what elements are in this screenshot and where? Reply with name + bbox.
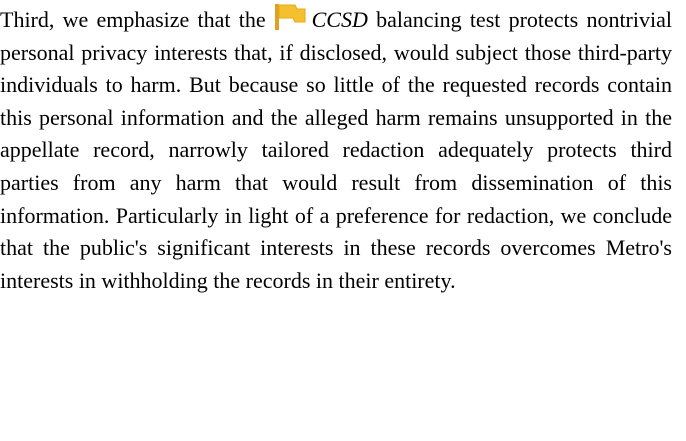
case-name: CCSD (311, 7, 368, 32)
lead-text: Third, we emphasize that the (0, 7, 266, 32)
body-text: balancing test protects nontrivial perso… (0, 7, 672, 293)
paragraph: Third, we emphasize that the CCSD balanci… (0, 4, 672, 293)
flag-icon (274, 4, 306, 30)
